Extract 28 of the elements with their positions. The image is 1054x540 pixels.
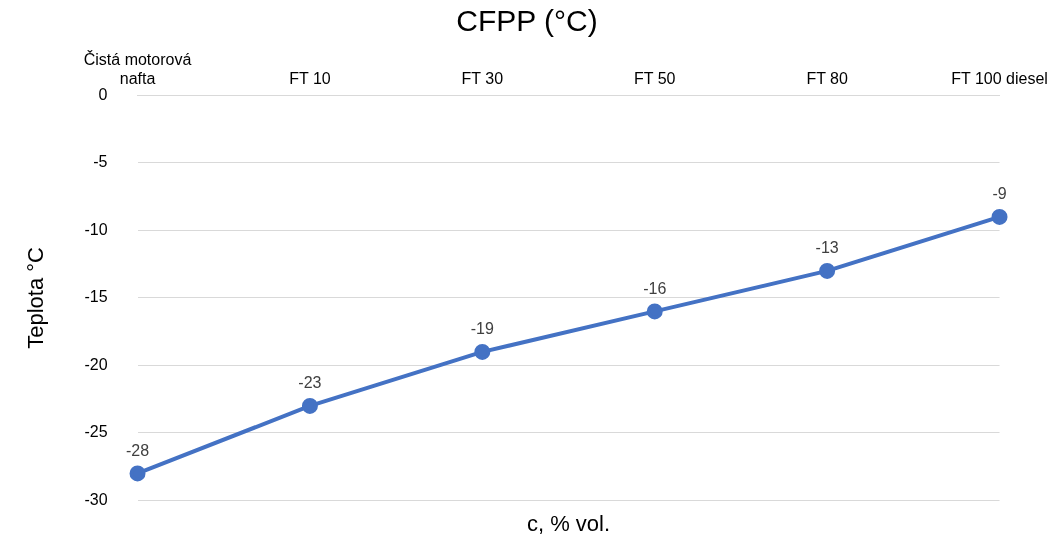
- y-tick-label: -30: [84, 490, 108, 508]
- x-tick-label: FT 10: [289, 70, 331, 88]
- x-tick-label: FT 100 diesel: [951, 70, 1048, 88]
- point: [646, 303, 663, 320]
- x-tick-label: FT 80: [806, 70, 848, 88]
- x-tick-label: Čistá motorová nafta: [83, 50, 192, 88]
- chart-title: CFPP (°C): [456, 4, 598, 38]
- data-label: -16: [643, 279, 667, 297]
- y-tick-label: -15: [84, 288, 108, 306]
- point: [991, 208, 1008, 225]
- data-label: -13: [815, 239, 839, 257]
- point: [474, 343, 491, 360]
- y-tick-label: -10: [84, 220, 108, 238]
- y-tick-label: -5: [93, 153, 108, 171]
- y-tick-label: -25: [84, 423, 108, 441]
- data-label: -28: [125, 441, 150, 459]
- data-label: -19: [470, 320, 494, 338]
- data-label: -9: [992, 185, 1007, 203]
- data-label: -23: [298, 374, 322, 392]
- y-axis-title: Teplota °C: [23, 246, 49, 349]
- y-tick-label: -20: [84, 355, 108, 373]
- x-axis-title: c, % vol.: [526, 511, 611, 537]
- point: [129, 465, 146, 482]
- x-tick-label: FT 50: [633, 70, 676, 88]
- point: [819, 262, 836, 279]
- x-tick-label: FT 30: [461, 70, 504, 88]
- point: [301, 397, 318, 414]
- y-tick-label: 0: [98, 85, 108, 103]
